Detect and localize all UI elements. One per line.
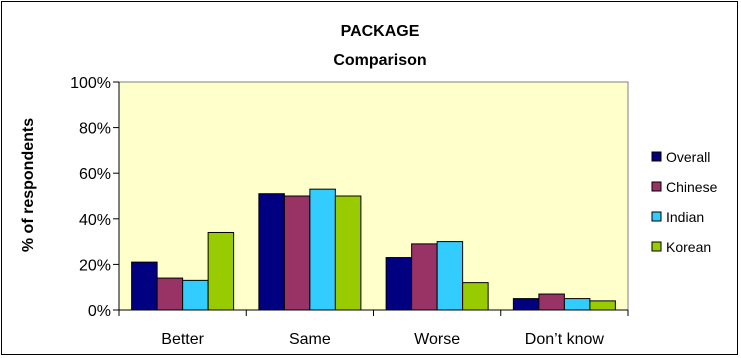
bar-korean <box>334 195 362 311</box>
bar-chinese <box>538 293 565 311</box>
legend: Overall Chinese Indian Korean <box>651 149 718 255</box>
bar-chinese <box>411 243 438 311</box>
bar-overall <box>131 261 158 311</box>
x-tick-label: Better <box>161 331 204 348</box>
chart-title: PACKAGE <box>341 23 420 40</box>
bar-overall <box>258 193 285 311</box>
y-tick-label: 60% <box>79 166 111 183</box>
legend-label-chinese: Chinese <box>666 179 718 195</box>
bar-korean <box>462 282 489 311</box>
legend-swatch-chinese <box>651 181 662 192</box>
plot-background <box>118 81 629 311</box>
x-tick-label: Same <box>289 331 331 348</box>
y-tick-label: 80% <box>79 121 111 138</box>
y-tick-label: 20% <box>79 257 111 274</box>
legend-label-indian: Indian <box>666 209 704 225</box>
x-tick-label: Don’t know <box>525 331 605 348</box>
plot-area: 0% 20% 40% 60% 80% 100% Better Same Worse Don’t k… <box>70 75 629 348</box>
bar-overall <box>512 298 540 311</box>
bar-indian <box>182 279 209 311</box>
y-tick-label: 100% <box>70 75 111 92</box>
y-tick-label: 0% <box>88 303 111 320</box>
legend-swatch-korean <box>651 241 662 252</box>
legend-label-korean: Korean <box>666 239 711 255</box>
x-tick-label: Worse <box>414 331 460 348</box>
bar-indian <box>563 298 591 311</box>
bar-overall <box>385 257 413 311</box>
bar-chinese <box>156 277 184 311</box>
y-tick-label: 40% <box>79 212 111 229</box>
y-axis-title: % of respondents <box>20 118 37 252</box>
legend-swatch-overall <box>651 151 662 162</box>
chart-subtitle: Comparison <box>333 52 426 69</box>
bar-korean <box>589 300 616 311</box>
legend-label-overall: Overall <box>666 149 710 165</box>
legend-swatch-indian <box>651 211 662 222</box>
bar-indian <box>436 241 464 311</box>
bar-korean <box>207 231 235 311</box>
bar-chinese <box>283 195 311 311</box>
bar-indian <box>309 188 336 311</box>
